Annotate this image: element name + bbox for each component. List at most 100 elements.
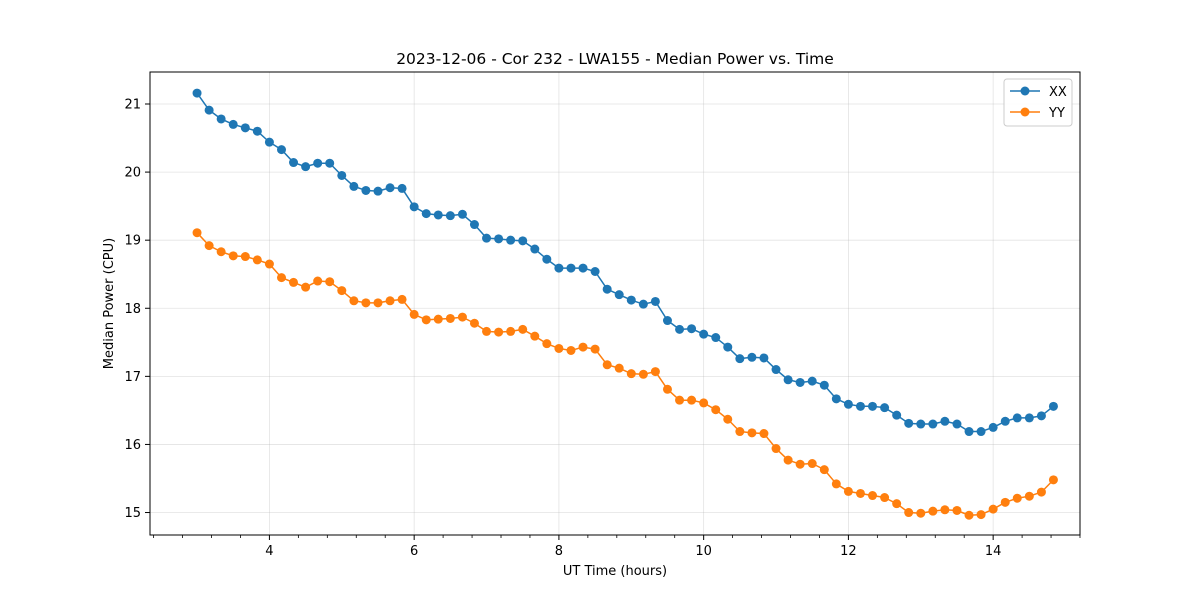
- data-point-yy: [494, 327, 504, 337]
- data-point-yy: [687, 395, 697, 405]
- data-point-xx: [228, 119, 238, 129]
- x-tick-label: 6: [410, 544, 418, 559]
- data-point-xx: [771, 365, 781, 375]
- data-point-xx: [409, 202, 419, 212]
- legend-marker-xx: [1020, 86, 1030, 96]
- data-point-yy: [831, 479, 841, 489]
- data-point-xx: [783, 375, 793, 385]
- data-point-yy: [602, 360, 612, 370]
- data-point-xx: [795, 377, 805, 387]
- data-point-yy: [457, 312, 467, 322]
- data-point-xx: [590, 266, 600, 276]
- data-point-yy: [264, 259, 274, 269]
- data-point-yy: [735, 427, 745, 437]
- data-point-xx: [843, 399, 853, 409]
- data-point-yy: [1000, 497, 1010, 507]
- data-point-xx: [735, 354, 745, 364]
- data-point-yy: [771, 444, 781, 454]
- data-point-xx: [1012, 413, 1022, 423]
- data-point-xx: [662, 316, 672, 326]
- data-point-yy: [759, 429, 769, 439]
- data-point-yy: [373, 298, 383, 308]
- data-point-xx: [892, 410, 902, 420]
- data-point-yy: [1012, 493, 1022, 503]
- data-point-xx: [506, 235, 516, 245]
- data-point-yy: [662, 384, 672, 394]
- data-point-yy: [482, 326, 492, 336]
- x-tick-label: 10: [695, 544, 712, 559]
- data-point-xx: [1036, 411, 1046, 421]
- data-point-xx: [566, 263, 576, 273]
- y-tick-label: 15: [124, 506, 141, 521]
- data-point-yy: [928, 506, 938, 516]
- data-point-xx: [361, 185, 371, 195]
- data-point-yy: [650, 367, 660, 377]
- data-point-xx: [1024, 413, 1034, 423]
- y-tick-label: 17: [124, 370, 141, 385]
- data-point-xx: [397, 183, 407, 193]
- data-point-xx: [421, 209, 431, 219]
- data-point-yy: [723, 414, 733, 424]
- data-point-xx: [457, 209, 467, 219]
- data-point-yy: [530, 331, 540, 341]
- data-point-xx: [747, 352, 757, 362]
- data-point-yy: [301, 282, 311, 292]
- data-point-xx: [626, 295, 636, 305]
- data-point-yy: [433, 314, 443, 324]
- data-point-xx: [868, 401, 878, 411]
- data-point-xx: [337, 170, 347, 180]
- data-point-xx: [602, 284, 612, 294]
- data-point-xx: [349, 181, 359, 191]
- data-point-yy: [325, 277, 335, 287]
- axis-ticks: 4 6 8 10 12 14 15 16 17 18 19 20 21: [124, 98, 1081, 559]
- data-point-yy: [506, 326, 516, 336]
- data-point-xx: [711, 333, 721, 343]
- data-point-xx: [445, 211, 455, 221]
- data-point-yy: [952, 505, 962, 515]
- y-tick-label: 19: [124, 234, 141, 249]
- data-point-yy: [819, 465, 829, 475]
- data-point-yy: [747, 428, 757, 438]
- data-point-xx: [216, 114, 226, 124]
- data-point-yy: [216, 247, 226, 257]
- data-point-xx: [494, 234, 504, 244]
- data-point-xx: [940, 416, 950, 426]
- data-point-yy: [916, 508, 926, 518]
- data-point-yy: [228, 251, 238, 261]
- data-point-xx: [988, 422, 998, 432]
- data-point-yy: [361, 298, 371, 308]
- x-tick-label: 14: [985, 544, 1002, 559]
- data-point-yy: [566, 345, 576, 355]
- data-point-xx: [1048, 401, 1058, 411]
- data-point-yy: [880, 493, 890, 503]
- data-point-xx: [518, 236, 528, 246]
- data-point-yy: [313, 276, 323, 286]
- legend-marker-yy: [1020, 107, 1030, 117]
- data-point-xx: [807, 376, 817, 386]
- data-point-xx: [301, 162, 311, 172]
- legend: XX YY: [1003, 78, 1073, 127]
- data-point-yy: [445, 313, 455, 323]
- data-point-xx: [759, 353, 769, 363]
- data-point-xx: [904, 418, 914, 428]
- data-point-yy: [289, 277, 299, 287]
- data-point-yy: [892, 499, 902, 509]
- data-point-xx: [699, 329, 709, 339]
- data-point-xx: [638, 299, 648, 309]
- x-tick-label: 4: [265, 544, 273, 559]
- data-point-xx: [855, 401, 865, 411]
- data-point-xx: [385, 183, 395, 193]
- data-point-yy: [397, 294, 407, 304]
- data-point-yy: [711, 405, 721, 415]
- x-tick-label: 12: [840, 544, 857, 559]
- data-point-yy: [1024, 491, 1034, 501]
- y-tick-label: 21: [124, 98, 141, 113]
- data-point-xx: [723, 342, 733, 352]
- data-point-yy: [675, 395, 685, 405]
- y-tick-label: 16: [124, 438, 141, 453]
- data-point-yy: [1036, 487, 1046, 497]
- data-point-xx: [614, 290, 624, 300]
- legend-label-xx: XX: [1049, 85, 1067, 100]
- data-point-xx: [928, 419, 938, 429]
